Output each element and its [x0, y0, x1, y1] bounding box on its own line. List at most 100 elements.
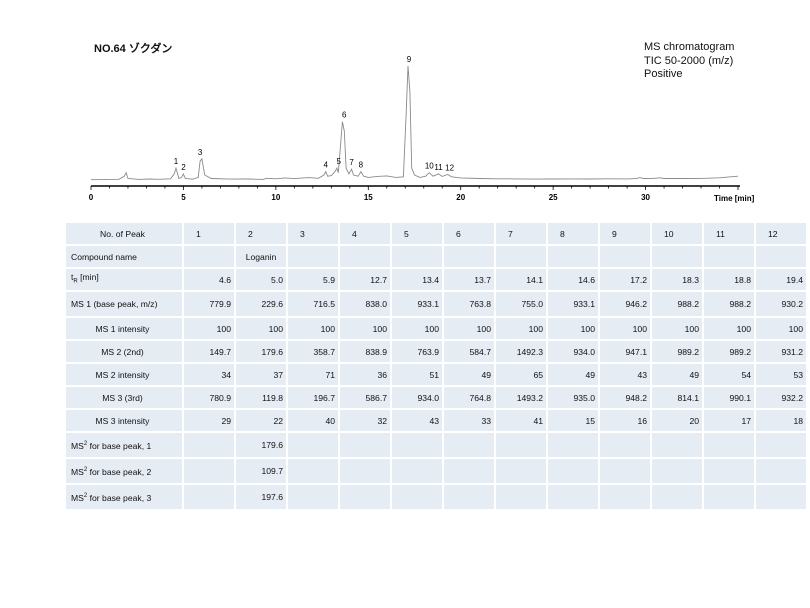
x-tick-label: 30	[641, 193, 650, 202]
ms2-value-cell	[340, 459, 390, 483]
peak-table: No. of Peak 1 2 3 4 5 6 7 8 9 10 11 12 Compound name L…	[64, 221, 808, 511]
data-cell: 100	[704, 318, 754, 339]
peak-number-cell: 11	[704, 223, 754, 244]
data-cell: 100	[184, 318, 234, 339]
data-cell: 989.2	[704, 341, 754, 362]
row-header: MS 2 intensity	[66, 364, 182, 385]
data-row: MS 1 intensity 100 100 100 100 100 100 100 100 10…	[66, 318, 806, 339]
x-tick-label: 5	[181, 193, 186, 202]
ms2-value-cell	[444, 433, 494, 457]
data-cell: 16	[600, 410, 650, 431]
ms2-value-cell	[392, 485, 442, 509]
data-cell: 584.7	[444, 341, 494, 362]
data-cell: 934.0	[392, 387, 442, 408]
retention-time-cell: 13.4	[392, 269, 442, 290]
data-cell: 763.8	[444, 292, 494, 316]
compound-name-cell	[340, 246, 390, 267]
data-cell: 933.1	[548, 292, 598, 316]
ms2-value-cell	[496, 433, 546, 457]
ms2-value-cell	[756, 459, 806, 483]
data-cell: 946.2	[600, 292, 650, 316]
data-row: MS 3 (3rd) 780.9 119.8 196.7 586.7 934.0 764.8…	[66, 387, 806, 408]
peak-label-7: 7	[349, 158, 354, 167]
ms2-value-cell	[444, 485, 494, 509]
compound-name-cell	[756, 246, 806, 267]
tr-unit: [min]	[77, 272, 99, 283]
compound-row: Compound name Loganin	[66, 246, 806, 267]
row-header: MS 2 (2nd)	[66, 341, 182, 362]
ms2-value-cell	[704, 485, 754, 509]
ms2-value-cell	[392, 433, 442, 457]
peak-number-cell: 9	[600, 223, 650, 244]
peak-number-cell: 5	[392, 223, 442, 244]
data-cell: 100	[652, 318, 702, 339]
data-cell: 65	[496, 364, 546, 385]
data-cell: 358.7	[288, 341, 338, 362]
compound-name-header: Compound name	[66, 246, 182, 267]
peak-number-cell: 8	[548, 223, 598, 244]
tic-trace	[90, 65, 739, 181]
ms2-value-cell	[340, 433, 390, 457]
data-cell: 17	[704, 410, 754, 431]
ms-suffix: for base peak, 2	[87, 466, 152, 477]
data-cell: 989.2	[652, 341, 702, 362]
data-cell: 988.2	[652, 292, 702, 316]
header-row: No. of Peak 1 2 3 4 5 6 7 8 9 10 11 12	[66, 223, 806, 244]
ms-prefix: MS	[71, 440, 84, 451]
data-cell: 119.8	[236, 387, 286, 408]
data-cell: 54	[704, 364, 754, 385]
data-cell: 100	[392, 318, 442, 339]
data-cell: 34	[184, 364, 234, 385]
tr-subscript: R	[73, 278, 78, 285]
compound-name-cell	[652, 246, 702, 267]
retention-time-cell: 17.2	[600, 269, 650, 290]
retention-time-cell: 12.7	[340, 269, 390, 290]
peak-label-3: 3	[198, 148, 203, 157]
data-cell: 988.2	[704, 292, 754, 316]
data-cell: 36	[340, 364, 390, 385]
info-line-2: TIC 50-2000 (m/z)	[644, 54, 734, 67]
compound-name-cell	[392, 246, 442, 267]
ms-superscript: 2	[83, 493, 88, 500]
data-row: MS 1 (base peak, m/z) 779.9 229.6 716.5 838.…	[66, 292, 806, 316]
ms2-value-cell	[184, 433, 234, 457]
peak-number-cell: 4	[340, 223, 390, 244]
data-cell: 51	[392, 364, 442, 385]
data-cell: 100	[548, 318, 598, 339]
peak-label-10: 10	[425, 162, 434, 171]
retention-time-cell: 14.1	[496, 269, 546, 290]
retention-time-cell: 14.6	[548, 269, 598, 290]
x-tick-label: 10	[271, 193, 280, 202]
retention-time-cell: 4.6	[184, 269, 234, 290]
ms2-value-cell: 179.6	[236, 433, 286, 457]
info-line-3: Positive	[644, 68, 683, 80]
data-cell: 43	[392, 410, 442, 431]
retention-time-header: tR [min]	[66, 269, 182, 290]
data-cell: 33	[444, 410, 494, 431]
x-tick-label: 0	[89, 193, 94, 202]
peak-number-cell: 2	[236, 223, 286, 244]
ms-superscript: 2	[83, 441, 88, 448]
data-cell: 716.5	[288, 292, 338, 316]
ms2-value-cell	[548, 485, 598, 509]
data-cell: 1492.3	[496, 341, 546, 362]
ms2-value-cell	[444, 459, 494, 483]
page-title: NO.64 ゾクダン	[94, 43, 173, 55]
x-tick-label: 15	[364, 193, 373, 202]
data-cell: 20	[652, 410, 702, 431]
data-cell: 930.2	[756, 292, 806, 316]
data-cell: 100	[288, 318, 338, 339]
ms-prefix: MS	[71, 492, 84, 503]
data-cell: 932.2	[756, 387, 806, 408]
ms2-value-cell	[392, 459, 442, 483]
compound-name-cell	[548, 246, 598, 267]
data-cell: 179.6	[236, 341, 286, 362]
data-cell: 100	[756, 318, 806, 339]
data-cell: 814.1	[652, 387, 702, 408]
data-cell: 100	[496, 318, 546, 339]
peak-label-6: 6	[342, 111, 347, 120]
peak-number-cell: 7	[496, 223, 546, 244]
peak-label-12: 12	[445, 163, 454, 172]
